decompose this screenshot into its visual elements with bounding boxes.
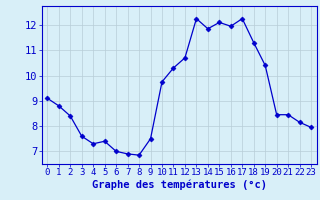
X-axis label: Graphe des températures (°c): Graphe des températures (°c) <box>92 180 267 190</box>
